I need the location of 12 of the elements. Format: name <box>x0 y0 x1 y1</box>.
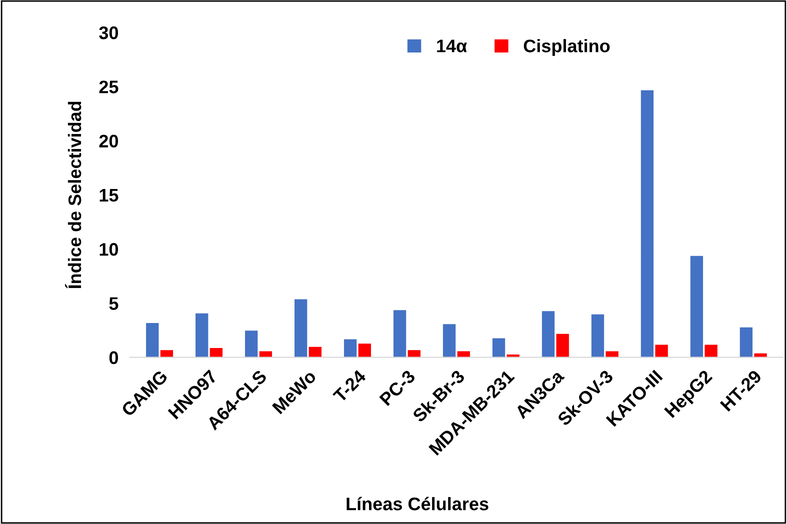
y-tick-label: 10 <box>100 243 118 256</box>
y-tick-label: 20 <box>99 134 118 148</box>
x-axis-title: Líneas Célulares <box>346 496 488 510</box>
y-tick-label: 0 <box>109 351 118 364</box>
y-tick-label: 30 <box>99 26 118 40</box>
y-axis-title: Índice de Selectividad <box>65 102 82 288</box>
y-tick-label: 15 <box>100 189 118 202</box>
y-tick-label: 5 <box>109 297 118 310</box>
y-tick-label: 25 <box>99 80 118 94</box>
x-tick-label: T-24 <box>332 368 367 404</box>
legend-label: Cisplatino <box>524 39 610 56</box>
legend-label: 14α <box>437 40 467 52</box>
